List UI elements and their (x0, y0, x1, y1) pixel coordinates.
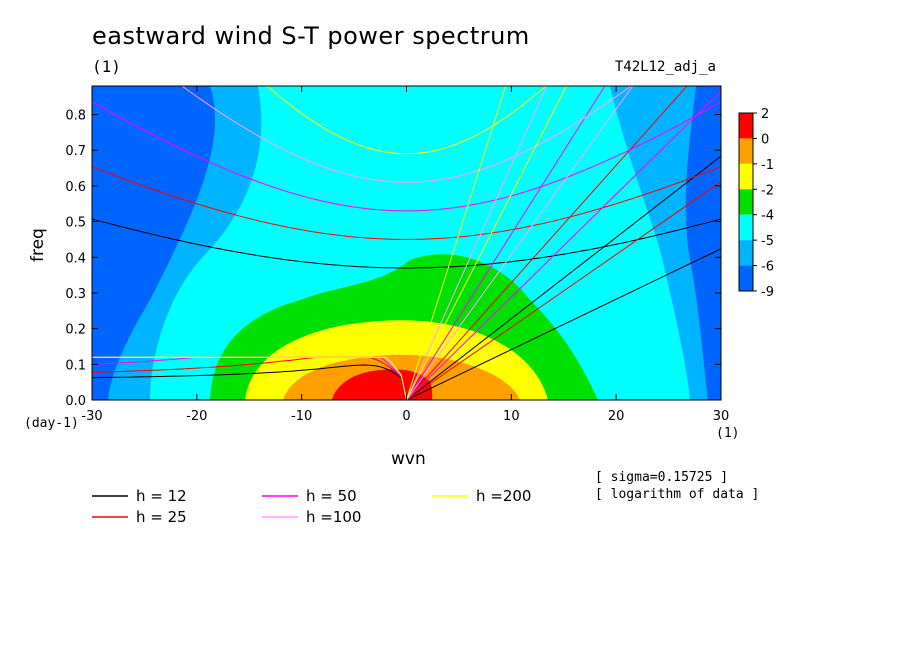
colorbar-label: -9 (761, 285, 774, 300)
mrg-line-h100 (406, 86, 634, 400)
run-label: T42L12_adj_a (614, 59, 716, 75)
kelvin-line-h12 (406, 155, 721, 400)
y-tick-label: 0.1 (65, 358, 86, 373)
colorbar-swatch (739, 265, 753, 291)
colorbar-swatch (739, 163, 753, 190)
sigma-note: [ sigma=0.15725 ] (595, 470, 729, 485)
ig-curve-h100 (181, 86, 632, 183)
rossby-curve-h12 (92, 364, 407, 400)
ig-curve-h200 (266, 86, 547, 155)
legend: h = 12 h = 25 h = 50 h =100 h =200 (92, 487, 531, 526)
colorbar-swatch (739, 138, 753, 164)
ig-curve-h12 (92, 218, 721, 269)
colorbar-swatch (739, 214, 753, 241)
rossby-curve-h200 (92, 356, 407, 400)
colorbar-label: -5 (761, 234, 774, 249)
colorbar-swatch (739, 189, 753, 215)
y-tick-label: 0.4 (65, 251, 86, 266)
y-tick-label: 0.3 (65, 287, 86, 302)
colorbar: 2 0 -1 -2 -4 -5 -6 -9 (738, 107, 774, 300)
legend-label-h50: h = 50 (306, 487, 357, 505)
y-tick-label: 0.6 (65, 180, 86, 195)
y-axis-unit: (day-1) (24, 416, 79, 431)
mrg-line-h12 (406, 248, 721, 400)
log-note: [ logarithm of data ] (595, 487, 760, 502)
x-tick-label: -10 (291, 409, 312, 424)
x-axis-unit: (1) (716, 426, 740, 441)
x-tick-label: 30 (713, 409, 730, 424)
ig-curve-h25 (92, 166, 721, 240)
kelvin-line-h200 (406, 86, 507, 400)
legend-label-h25: h = 25 (136, 508, 187, 526)
contour-fills (92, 86, 721, 400)
mrg-line-h200 (406, 86, 568, 400)
fill-level-2plus (332, 369, 433, 400)
axes: -30 -20 -10 0 10 20 30 0.0 0.1 0.2 0.3 0.4 0.5 0.6 0.7… (65, 86, 729, 424)
x-tick-label: 0 (402, 409, 410, 424)
legend-label-h12: h = 12 (136, 487, 187, 505)
legend-label-h100: h =100 (306, 508, 361, 526)
colorbar-label: 2 (761, 107, 769, 122)
colorbar-swatch (739, 240, 753, 266)
kelvin-line-h25 (406, 86, 688, 400)
mrg-line-h50 (406, 90, 721, 400)
ig-curve-h50 (92, 101, 721, 212)
colorbar-swatch (739, 113, 753, 139)
x-tick-label: -30 (81, 409, 102, 424)
x-tick-label: 20 (608, 409, 625, 424)
legend-label-h200: h =200 (476, 487, 531, 505)
chart-title: eastward wind S-T power spectrum (92, 22, 530, 50)
colorbar-label: -1 (761, 158, 774, 173)
kelvin-line-h50 (406, 86, 606, 400)
colorbar-label: -6 (761, 260, 774, 275)
x-tick-label: 10 (503, 409, 520, 424)
y-tick-label: 0.7 (65, 144, 86, 159)
colorbar-label: -4 (761, 209, 774, 224)
mrg-line-h25 (406, 181, 721, 400)
y-tick-label: 0.8 (65, 109, 86, 124)
y-tick-label: 0.5 (65, 216, 86, 231)
dispersion-curves (92, 86, 721, 400)
y-tick-label: 0.2 (65, 323, 86, 338)
x-axis-label: wvn (391, 449, 426, 469)
title-unit: (1) (92, 57, 121, 76)
kelvin-line-h100 (406, 86, 548, 400)
colorbar-label: 0 (761, 132, 769, 147)
colorbar-label: -2 (761, 183, 774, 198)
y-tick-label: 0.0 (65, 394, 86, 409)
x-tick-label: -20 (186, 409, 207, 424)
colorbar-frame (738, 112, 754, 292)
